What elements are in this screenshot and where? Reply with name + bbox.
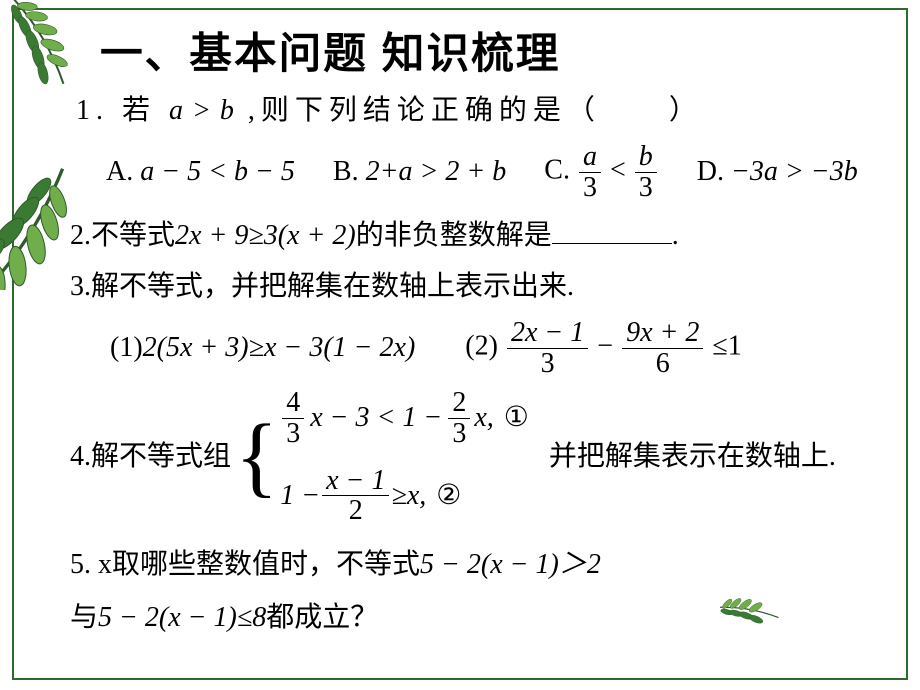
- q4-number: 4.: [70, 437, 91, 476]
- question-2: 2.不等式2x + 9≥3(x + 2)的非负整数解是.: [70, 216, 890, 255]
- q4-system: 43 x − 3 < 1 − 23 x, ① 1 − x − 12 ≥x, ②: [280, 388, 529, 526]
- q3-sub2: (2) 2x − 13 − 9x + 26 ≤1: [465, 318, 741, 378]
- q1-opt-b: B. 2+a > 2 + b: [333, 156, 506, 188]
- q2-prefix: 不等式: [91, 220, 175, 251]
- q1-opt-d: D. −3a > −3b: [697, 156, 858, 188]
- question-4: 4.解不等式组 { 43 x − 3 < 1 − 23 x, ① 1 − x −…: [70, 388, 890, 526]
- q1-condition: a > b: [169, 95, 235, 126]
- q5-l2s: 都成立？: [266, 602, 378, 633]
- q2-suffix: 的非负整数解是: [356, 220, 552, 251]
- q4-brace: {: [235, 412, 278, 502]
- q1-opt-c: C. a3 < b3: [544, 142, 658, 202]
- q1-number: 1.: [76, 95, 109, 126]
- q5-l1e: 5 − 2(x − 1)＞2: [420, 549, 601, 580]
- question-1: 1. 若 a > b ,则下列结论正确的是（ ）: [76, 91, 890, 130]
- q3-subparts: (1)2(5x + 3)≥x − 3(1 − 2x) (2) 2x − 13 −…: [110, 318, 890, 378]
- circled-2: ②: [436, 476, 461, 515]
- q5-l2p: 与: [70, 602, 98, 633]
- q5-l2e: 5 − 2(x − 1)≤8: [98, 602, 266, 633]
- q1-suffix: ,则下列结论正确的是（ ）: [248, 95, 703, 126]
- q2-tail: .: [672, 220, 679, 251]
- q2-expr: 2x + 9≥3(x + 2): [175, 220, 356, 251]
- question-5: 5. x取哪些整数值时，不等式5 − 2(x − 1)＞2 与5 − 2(x −…: [70, 538, 890, 644]
- q3-stem: 解不等式，并把解集在数轴上表示出来.: [91, 271, 574, 302]
- q4-row2: 1 − x − 12 ≥x, ②: [280, 466, 529, 526]
- q4-row1: 43 x − 3 < 1 − 23 x, ①: [280, 388, 529, 448]
- question-3: 3.解不等式，并把解集在数轴上表示出来.: [70, 267, 890, 306]
- q2-blank: [552, 216, 672, 244]
- circled-1: ①: [504, 398, 529, 437]
- q1-opt-a: A. a − 5 < b − 5: [106, 156, 295, 188]
- q2-number: 2.: [70, 220, 91, 251]
- q5-number: 5.: [70, 549, 91, 580]
- q3-sub1: (1)2(5x + 3)≥x − 3(1 − 2x): [110, 332, 415, 364]
- content-area: 一、基本问题 知识梳理 1. 若 a > b ,则下列结论正确的是（ ） A. …: [50, 20, 890, 670]
- section-title: 一、基本问题 知识梳理: [100, 20, 890, 81]
- q4-lead: 解不等式组: [91, 437, 231, 476]
- q3-number: 3.: [70, 271, 91, 302]
- q4-after: 并把解集表示在数轴上.: [549, 437, 836, 476]
- q1-options: A. a − 5 < b − 5 B. 2+a > 2 + b C. a3 < …: [106, 142, 890, 202]
- q5-l1p: x取哪些整数值时，不等式: [91, 549, 420, 580]
- q1-prefix: 若: [122, 95, 156, 126]
